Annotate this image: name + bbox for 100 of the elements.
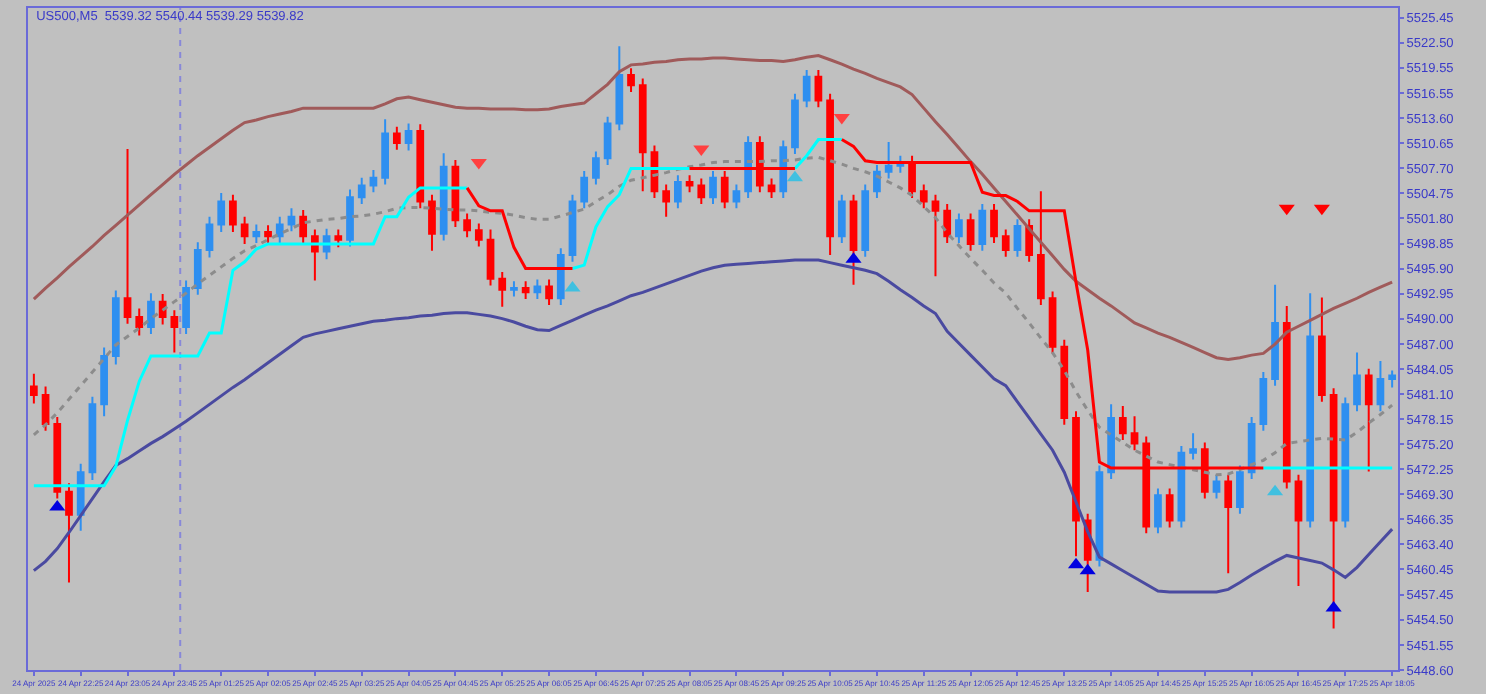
candlestick [837, 193, 846, 245]
candlestick [1376, 360, 1385, 413]
candlestick [158, 293, 167, 326]
candlestick [392, 125, 401, 151]
candlestick [1072, 410, 1080, 558]
candlestick [1353, 351, 1361, 413]
candlestick [955, 212, 963, 245]
candlestick [264, 224, 272, 245]
candlestick [1130, 415, 1139, 452]
candlestick [791, 92, 799, 155]
candlestick [1060, 338, 1069, 426]
point [1079, 563, 1096, 575]
candlestick [978, 203, 987, 252]
candlestick [779, 139, 788, 200]
line-series [32, 54, 1394, 361]
candlestick [1048, 290, 1057, 355]
candlestick [861, 183, 870, 258]
candlestick [1165, 487, 1174, 529]
candlestick [615, 45, 624, 132]
candlestick [1388, 369, 1397, 389]
candlestick [592, 150, 600, 186]
candlestick [498, 270, 507, 308]
candlestick [1329, 387, 1338, 630]
candlestick [990, 203, 998, 245]
candlestick [1364, 367, 1373, 473]
point [833, 113, 850, 125]
candlestick [919, 183, 928, 210]
candlestick [193, 241, 202, 296]
candlestick [486, 228, 495, 287]
candlestick [1236, 464, 1244, 515]
candlestick [357, 176, 366, 206]
candlestick [709, 169, 717, 206]
candlestick [966, 212, 975, 252]
candlestick [240, 215, 249, 245]
candlestick [100, 346, 108, 418]
candlestick [229, 193, 237, 234]
candlestick [1013, 218, 1022, 258]
candlestick [931, 193, 940, 278]
point [1278, 204, 1295, 216]
candlestick [346, 188, 354, 248]
candlestick [849, 193, 858, 286]
point [470, 158, 487, 170]
candlestick [1212, 473, 1221, 500]
candlestick [1341, 396, 1350, 529]
candlestick [53, 416, 62, 500]
candlestick [147, 292, 155, 335]
candlestick [369, 169, 378, 194]
candlestick [1001, 228, 1010, 258]
candlestick [88, 395, 97, 481]
candlestick [416, 123, 425, 210]
candlestick [287, 207, 296, 233]
candlestick [311, 228, 319, 282]
candlestick [638, 77, 647, 193]
candlestick [1318, 296, 1326, 403]
candlestick [521, 280, 530, 301]
candlestick [381, 118, 389, 186]
point [1313, 204, 1330, 216]
candlestick [908, 154, 916, 200]
candlestick [580, 169, 589, 210]
candlestick [826, 92, 834, 256]
candlestick [1306, 292, 1315, 529]
candlestick [1107, 403, 1115, 481]
candlestick [123, 147, 132, 325]
candlestick [802, 68, 811, 109]
candlestick [662, 183, 671, 218]
candlestick [1154, 487, 1162, 535]
candlestick [65, 482, 73, 584]
candlestick [1118, 405, 1127, 441]
candlestick [603, 115, 612, 167]
candlestick [1294, 473, 1303, 587]
candlestick [533, 278, 542, 301]
candlestick [1271, 283, 1279, 387]
candlestick [814, 68, 823, 109]
candlestick [873, 164, 881, 200]
candlestick [41, 385, 50, 432]
candlestick [205, 215, 214, 259]
candlestick [334, 228, 343, 249]
candlestick [428, 193, 436, 252]
candlestick [510, 280, 518, 298]
candlestick [1224, 473, 1233, 575]
candlestick [182, 279, 190, 335]
candlestick [217, 192, 226, 234]
candlestick [474, 222, 483, 248]
candlestick [439, 152, 448, 242]
candlestick [1282, 304, 1291, 490]
candlestick [275, 215, 284, 245]
candlestick [697, 177, 706, 206]
line-series [32, 258, 1394, 594]
candlestick [545, 278, 553, 307]
candlestick [732, 183, 741, 210]
candlestick [299, 209, 308, 245]
candlestick [170, 309, 179, 354]
candlestick [685, 174, 694, 194]
candlestick [767, 177, 776, 200]
candlestick [463, 212, 471, 239]
candlestick [252, 223, 261, 245]
candlestick [674, 174, 682, 210]
candlestick [29, 372, 38, 405]
candlestick [1189, 432, 1197, 461]
candlestick [744, 135, 752, 200]
